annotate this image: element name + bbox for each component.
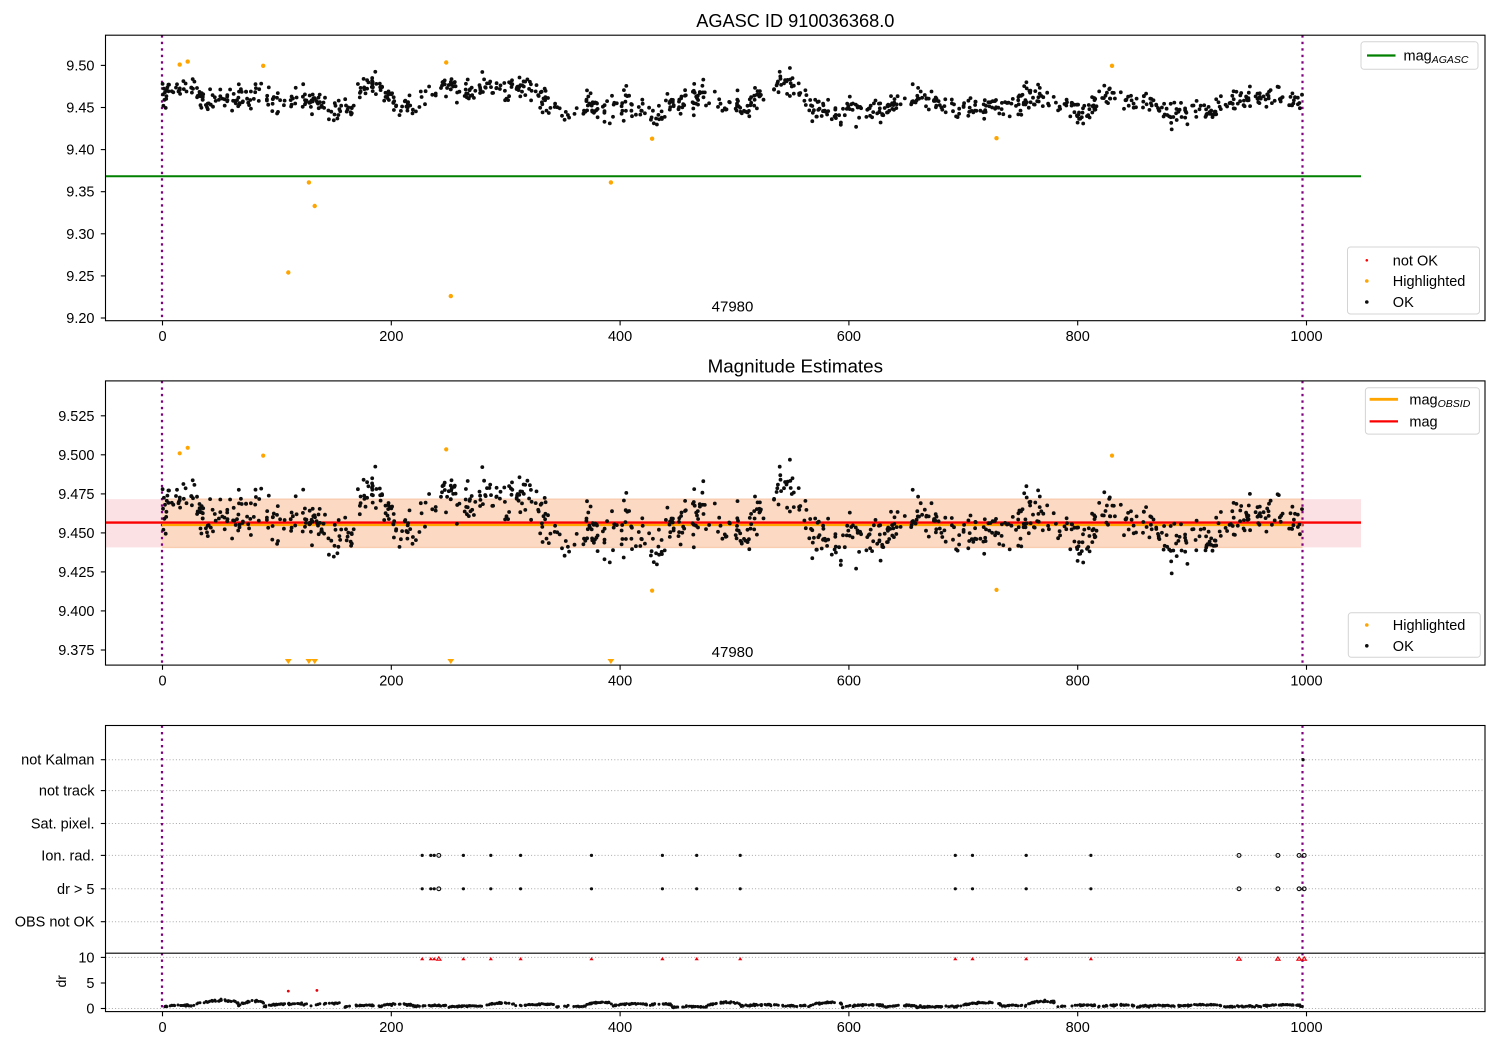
svg-text:1000: 1000 (1290, 1020, 1322, 1036)
svg-text:0: 0 (86, 1002, 94, 1018)
svg-text:9.50: 9.50 (66, 58, 94, 74)
svg-text:5: 5 (86, 976, 94, 992)
svg-text:200: 200 (379, 329, 403, 345)
svg-text:AGASC ID 910036368.0: AGASC ID 910036368.0 (696, 11, 894, 31)
svg-text:400: 400 (608, 329, 632, 345)
svg-text:9.450: 9.450 (58, 526, 94, 542)
svg-text:0: 0 (158, 329, 166, 345)
svg-text:9.475: 9.475 (58, 487, 94, 503)
svg-text:9.425: 9.425 (58, 565, 94, 581)
svg-text:not OK: not OK (1393, 253, 1438, 269)
svg-text:OK: OK (1393, 639, 1414, 655)
svg-text:9.525: 9.525 (58, 409, 94, 425)
svg-text:800: 800 (1066, 329, 1090, 345)
svg-text:Highlighted: Highlighted (1393, 618, 1466, 634)
svg-text:dr: dr (53, 975, 69, 988)
svg-text:200: 200 (379, 1020, 403, 1036)
svg-text:1000: 1000 (1290, 329, 1322, 345)
svg-text:400: 400 (608, 1020, 632, 1036)
svg-text:mag: mag (1409, 415, 1437, 431)
svg-text:Highlighted: Highlighted (1393, 274, 1466, 290)
svg-text:0: 0 (158, 674, 166, 690)
svg-text:0: 0 (158, 1020, 166, 1036)
svg-text:200: 200 (379, 674, 403, 690)
svg-text:Sat. pixel.: Sat. pixel. (31, 817, 95, 833)
svg-text:dr > 5: dr > 5 (57, 882, 94, 898)
svg-text:9.20: 9.20 (66, 311, 94, 327)
svg-text:9.500: 9.500 (58, 448, 94, 464)
svg-text:OK: OK (1393, 295, 1414, 311)
svg-text:400: 400 (608, 674, 632, 690)
svg-text:600: 600 (837, 329, 861, 345)
svg-text:10: 10 (78, 950, 94, 966)
svg-text:OBS not OK: OBS not OK (15, 915, 95, 931)
svg-text:9.35: 9.35 (66, 185, 94, 201)
svg-text:800: 800 (1066, 674, 1090, 690)
svg-text:not Kalman: not Kalman (21, 753, 94, 769)
svg-text:not track: not track (39, 784, 95, 800)
svg-text:600: 600 (837, 1020, 861, 1036)
svg-text:9.45: 9.45 (66, 101, 94, 117)
svg-text:47980: 47980 (712, 644, 754, 661)
svg-text:9.40: 9.40 (66, 143, 94, 159)
svg-text:1000: 1000 (1290, 674, 1322, 690)
svg-text:9.25: 9.25 (66, 269, 94, 285)
svg-text:800: 800 (1066, 1020, 1090, 1036)
svg-text:Ion. rad.: Ion. rad. (41, 848, 94, 864)
svg-text:9.30: 9.30 (66, 227, 94, 243)
svg-text:47980: 47980 (712, 299, 754, 316)
svg-text:Magnitude Estimates: Magnitude Estimates (708, 356, 883, 377)
svg-text:9.375: 9.375 (58, 643, 94, 659)
svg-text:600: 600 (837, 674, 861, 690)
svg-text:9.400: 9.400 (58, 604, 94, 620)
